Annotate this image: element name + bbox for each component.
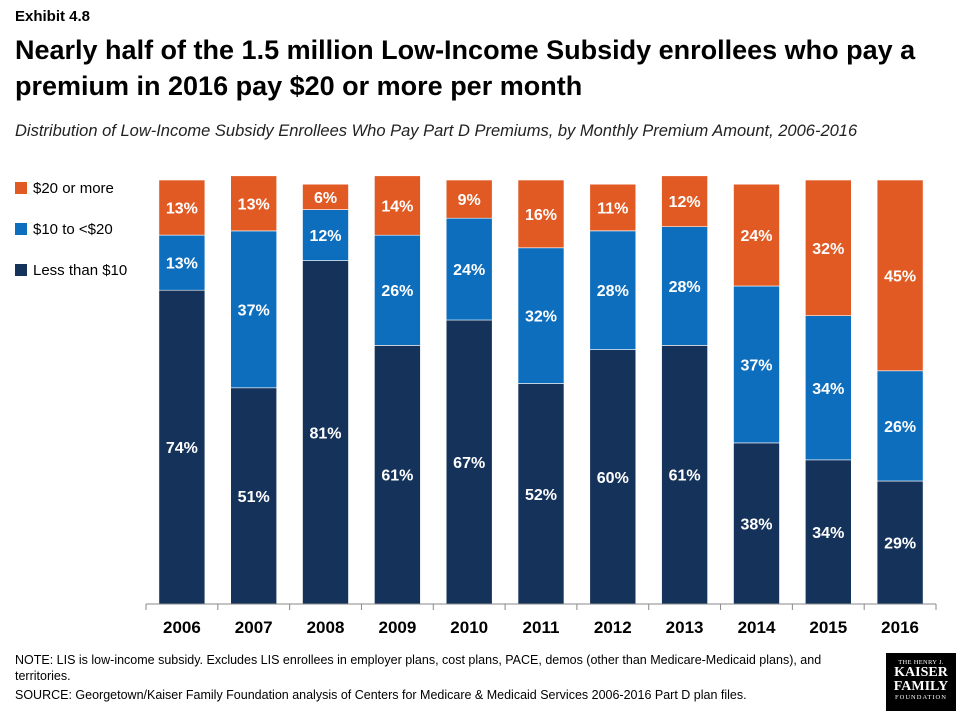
legend-item-10-to-20: $10 to <$20 [15, 219, 127, 239]
bar-twenty-or-more-2016 [876, 179, 924, 372]
data-label-ten-to-20-2008: 12% [309, 228, 341, 245]
legend-swatch-less-than-10 [15, 264, 27, 276]
x-tick-label-2016: 2016 [881, 618, 919, 637]
legend-swatch-20-or-more [15, 182, 27, 194]
chart-title: Nearly half of the 1.5 million Low-Incom… [15, 35, 916, 101]
data-label-less-than-10-2014: 38% [740, 516, 772, 533]
bar-less-than-10-2013 [661, 345, 708, 605]
bar-twenty-or-more-2006 [158, 179, 206, 236]
bar-less-than-10-2006 [158, 289, 206, 605]
logo-line-2: KAISER [894, 665, 948, 680]
data-label-less-than-10-2016: 29% [884, 536, 916, 553]
x-tick-label-2014: 2014 [738, 618, 776, 637]
data-label-ten-to-20-2010: 24% [453, 262, 485, 279]
legend-swatch-10-to-20 [15, 223, 27, 235]
x-tick-label-2010: 2010 [450, 618, 488, 637]
bar-ten-to-20-2011 [517, 247, 565, 384]
bar-ten-to-20-2015 [804, 315, 852, 461]
stacked-bar-chart: 74% 13% 13% 2006 51% 37% 13% 2007 81% 12% 6% 2008 61… [145, 175, 937, 637]
bar-ten-to-20-2009 [374, 234, 421, 346]
logo-line-4: FOUNDATION [895, 694, 947, 701]
x-tick-label-2012: 2012 [594, 618, 632, 637]
bar-less-than-10-2012 [589, 349, 637, 605]
x-tick-label-2008: 2008 [307, 618, 345, 637]
bar-ten-to-20-2008 [302, 209, 349, 261]
bar-ten-to-20-2012 [589, 230, 637, 350]
data-label-twenty-or-more-2010: 9% [458, 192, 481, 209]
data-label-ten-to-20-2015: 34% [812, 381, 844, 398]
data-label-ten-to-20-2013: 28% [669, 279, 701, 296]
bar-less-than-10-2008 [302, 260, 349, 605]
data-label-less-than-10-2015: 34% [812, 525, 844, 542]
legend: $20 or more $10 to <$20 Less than $10 [15, 178, 127, 301]
data-label-less-than-10-2008: 81% [309, 425, 341, 442]
data-label-less-than-10-2011: 52% [525, 487, 557, 504]
bar-ten-to-20-2006 [158, 234, 206, 291]
bar-less-than-10-2009 [374, 345, 421, 605]
data-label-ten-to-20-2016: 26% [884, 419, 916, 436]
bar-ten-to-20-2013 [661, 226, 708, 346]
bar-twenty-or-more-2012 [589, 183, 637, 232]
logo-line-3: FAMILY [893, 679, 949, 694]
legend-item-20-or-more: $20 or more [15, 178, 127, 198]
data-label-ten-to-20-2006: 13% [166, 256, 198, 273]
data-label-ten-to-20-2011: 32% [525, 309, 557, 326]
legend-label-less-than-10: Less than $10 [33, 261, 128, 279]
data-label-ten-to-20-2014: 37% [740, 357, 772, 374]
data-label-less-than-10-2006: 74% [166, 440, 198, 457]
data-label-ten-to-20-2009: 26% [381, 283, 413, 300]
bar-ten-to-20-2016 [876, 370, 924, 482]
data-label-twenty-or-more-2015: 32% [812, 241, 844, 258]
data-label-less-than-10-2012: 60% [597, 470, 629, 487]
bar-twenty-or-more-2009 [374, 175, 421, 236]
data-label-twenty-or-more-2013: 12% [669, 194, 701, 211]
chart-subtitle: Distribution of Low-Income Subsidy Enrol… [15, 122, 858, 140]
data-label-twenty-or-more-2012: 11% [597, 201, 628, 218]
data-label-ten-to-20-2007: 37% [238, 302, 270, 319]
source-note: SOURCE: Georgetown/Kaiser Family Foundat… [15, 688, 747, 702]
bar-less-than-10-2014 [733, 442, 780, 605]
kff-logo: THE HENRY J. KAISER FAMILY FOUNDATION [886, 653, 956, 711]
bar-less-than-10-2010 [445, 319, 493, 605]
footnote: NOTE: LIS is low-income subsidy. Exclude… [15, 653, 822, 683]
data-label-twenty-or-more-2009: 14% [381, 198, 413, 215]
legend-label-10-to-20: $10 to <$20 [33, 220, 113, 238]
data-label-twenty-or-more-2007: 13% [238, 196, 270, 213]
x-tick-label-2007: 2007 [235, 618, 273, 637]
data-label-twenty-or-more-2006: 13% [166, 201, 198, 218]
bar-twenty-or-more-2010 [445, 179, 493, 219]
bar-twenty-or-more-2014 [733, 183, 780, 287]
x-tick-label-2013: 2013 [666, 618, 704, 637]
bar-less-than-10-2011 [517, 383, 565, 605]
x-tick-label-2009: 2009 [378, 618, 416, 637]
exhibit-label: Exhibit 4.8 [15, 8, 91, 25]
data-label-ten-to-20-2012: 28% [597, 283, 629, 300]
x-tick-label-2015: 2015 [809, 618, 847, 637]
bar-twenty-or-more-2008 [302, 183, 349, 210]
x-tick-label-2006: 2006 [163, 618, 201, 637]
bar-ten-to-20-2014 [733, 285, 780, 444]
data-label-less-than-10-2009: 61% [381, 468, 413, 485]
x-tick-label-2011: 2011 [523, 618, 560, 637]
bar-twenty-or-more-2015 [804, 179, 852, 316]
data-label-twenty-or-more-2008: 6% [314, 190, 337, 207]
bar-ten-to-20-2007 [230, 230, 277, 389]
bar-twenty-or-more-2011 [517, 179, 565, 249]
data-label-twenty-or-more-2014: 24% [740, 228, 772, 245]
data-label-twenty-or-more-2016: 45% [884, 268, 916, 285]
legend-label-20-or-more: $20 or more [33, 179, 114, 197]
data-label-twenty-or-more-2011: 16% [525, 207, 557, 224]
data-label-less-than-10-2010: 67% [453, 455, 485, 472]
data-label-less-than-10-2013: 61% [669, 468, 701, 485]
data-label-less-than-10-2007: 51% [238, 489, 270, 506]
bar-less-than-10-2007 [230, 387, 277, 605]
bar-less-than-10-2015 [804, 459, 852, 605]
bar-twenty-or-more-2013 [661, 175, 708, 228]
legend-item-less-than-10: Less than $10 [15, 260, 127, 280]
logo-line-1: THE HENRY J. [898, 659, 944, 666]
bar-twenty-or-more-2007 [230, 175, 277, 232]
